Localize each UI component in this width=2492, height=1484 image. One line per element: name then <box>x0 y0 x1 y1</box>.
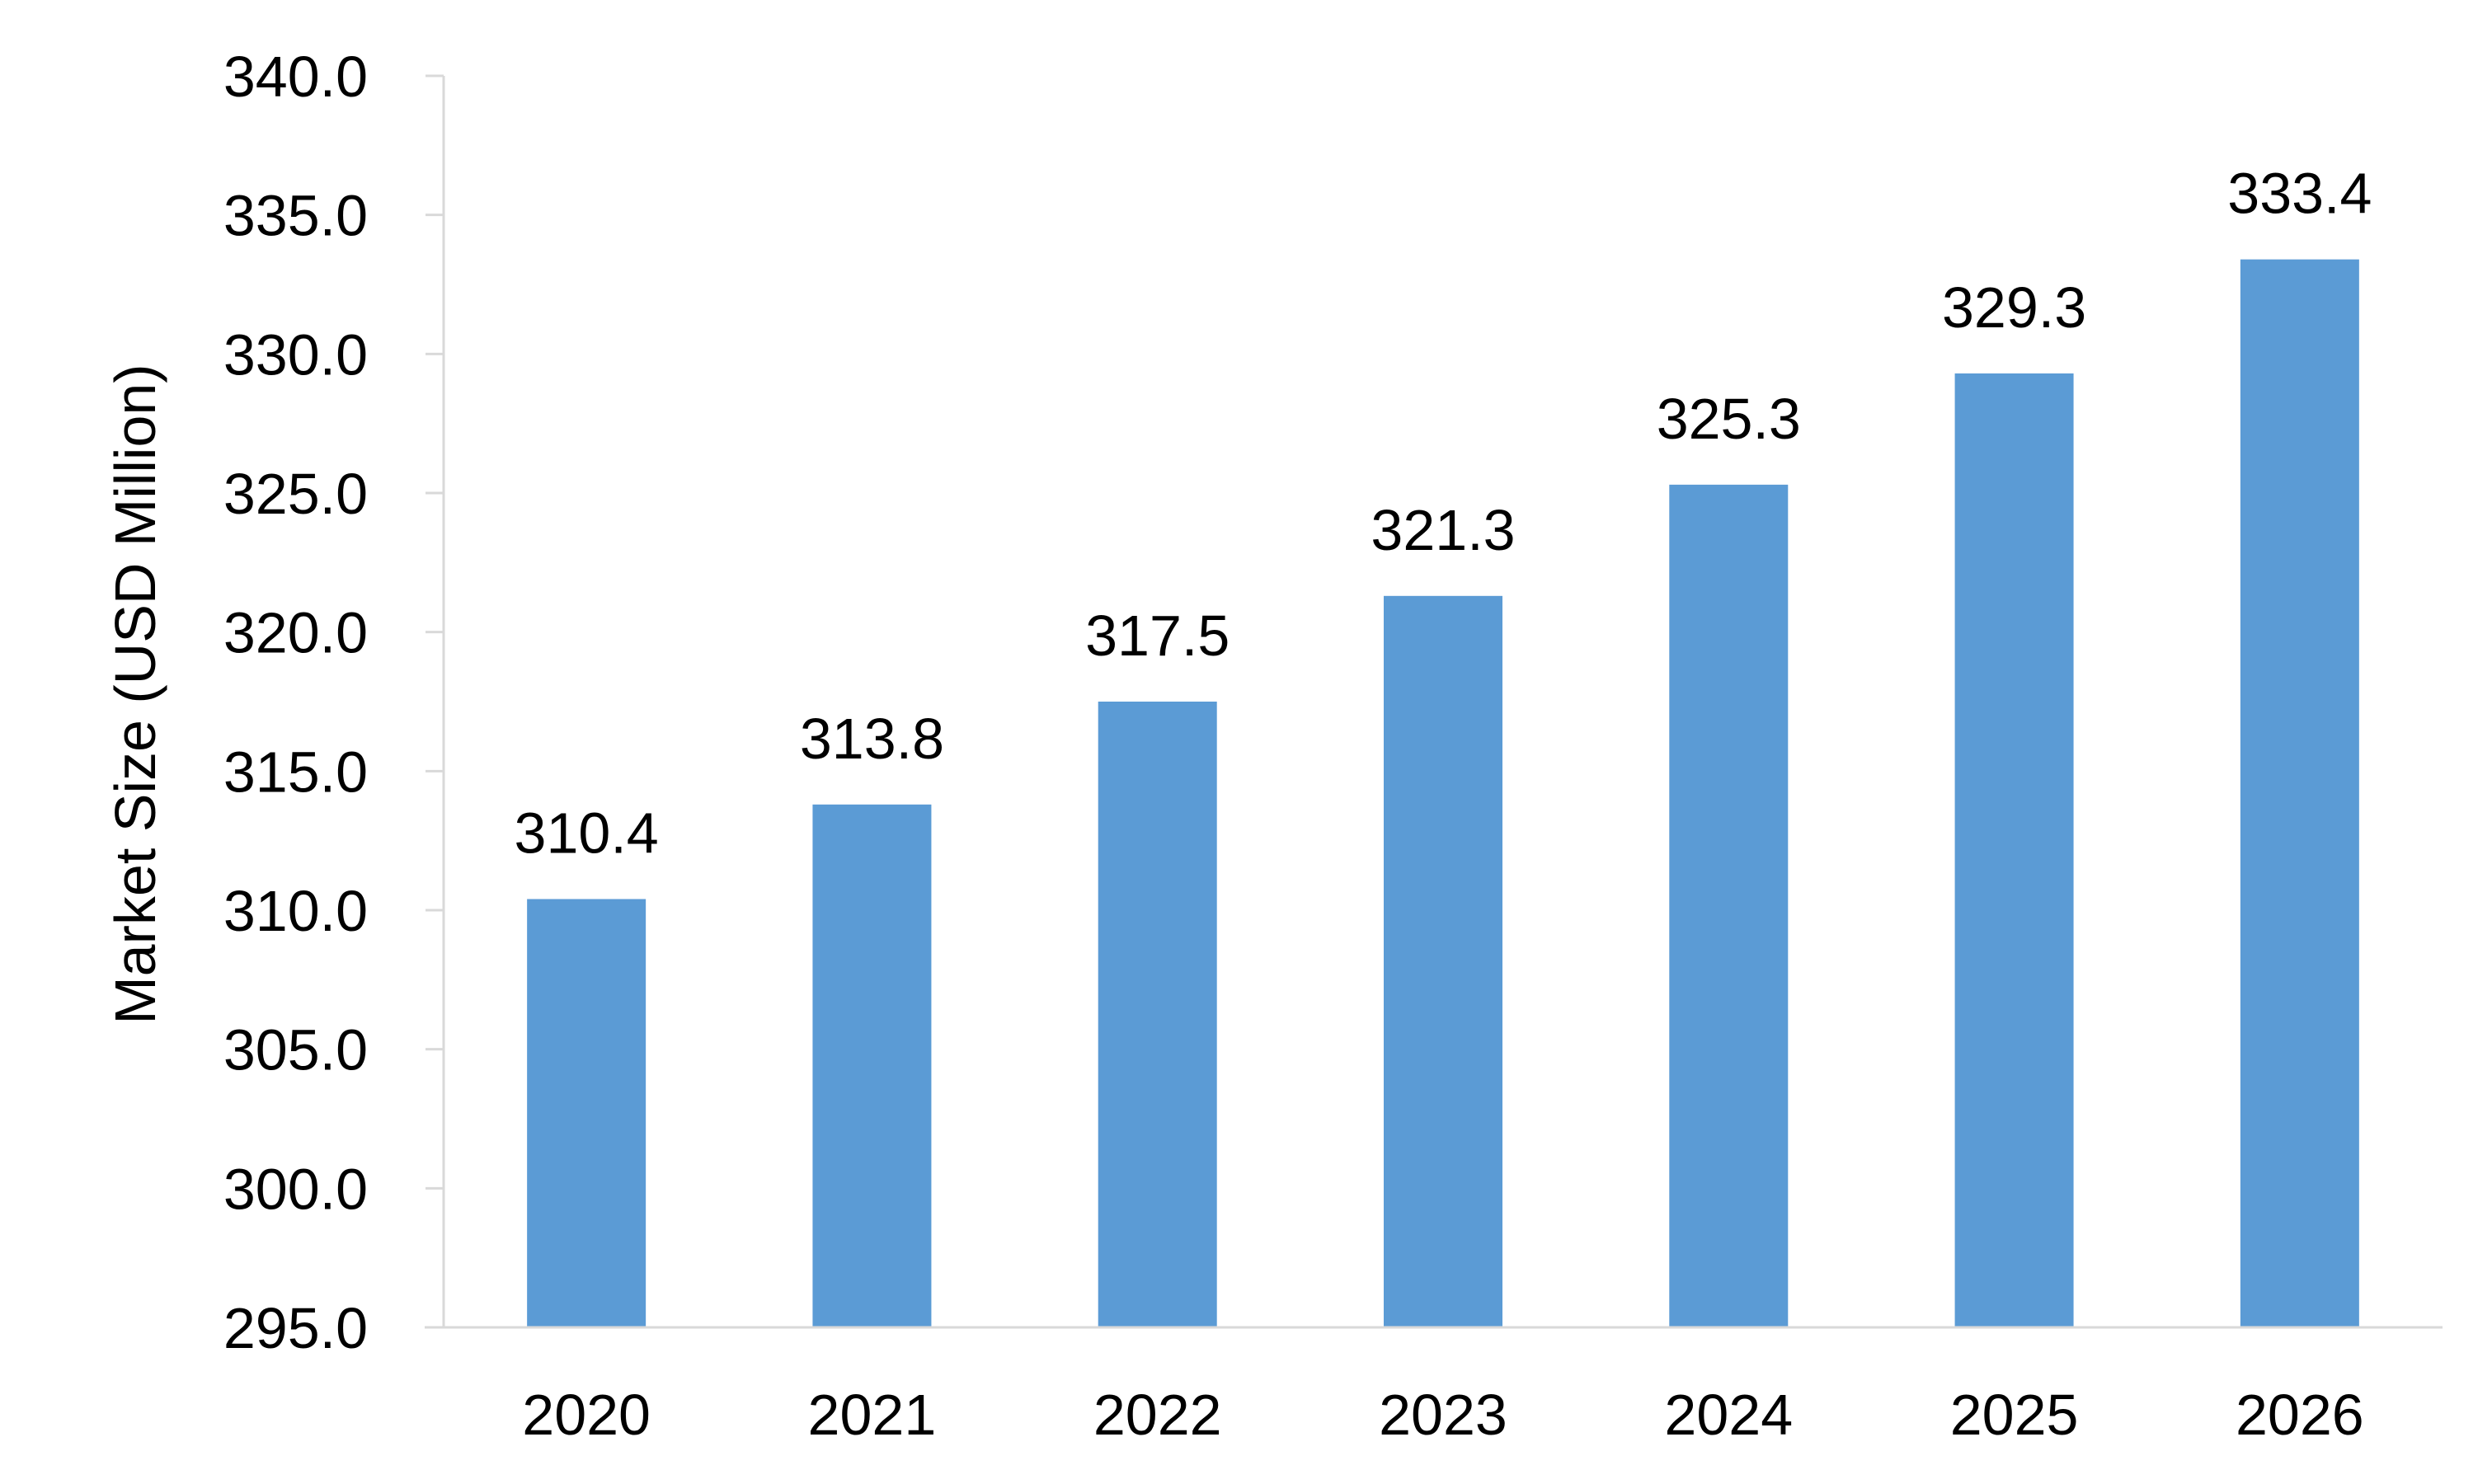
x-tick-label-2025: 2025 <box>1950 1383 2079 1447</box>
y-axis-title-group: Market Size (USD Million) <box>103 364 167 1024</box>
x-tick-label-2026: 2026 <box>2236 1383 2364 1447</box>
y-tick-label: 310.0 <box>223 879 368 943</box>
x-tick-label-2021: 2021 <box>808 1383 937 1447</box>
data-label-2021: 313.8 <box>800 707 944 771</box>
y-tick-label: 330.0 <box>223 322 368 387</box>
bars <box>527 259 2359 1327</box>
data-label-2023: 321.3 <box>1371 498 1515 562</box>
y-tick-label: 295.0 <box>223 1296 368 1360</box>
x-tick-label-2024: 2024 <box>1664 1383 1793 1447</box>
y-tick-label: 315.0 <box>223 740 368 804</box>
data-label-2025: 329.3 <box>1942 275 2086 340</box>
y-tick-label: 300.0 <box>223 1157 368 1221</box>
y-axis-title: Market Size (USD Million) <box>103 364 167 1024</box>
data-labels: 310.4 313.8 317.5 321.3 325.3 329.3 333.4 <box>515 162 2372 866</box>
bar-2023 <box>1384 595 1502 1327</box>
bar-2024 <box>1669 484 1789 1327</box>
y-tick-label: 325.0 <box>223 462 368 526</box>
x-tick-label-2023: 2023 <box>1379 1383 1507 1447</box>
x-tick-label-2020: 2020 <box>522 1383 651 1447</box>
bar-2022 <box>1098 702 1217 1327</box>
y-tick-label: 340.0 <box>223 45 368 109</box>
y-tick-label: 335.0 <box>223 184 368 248</box>
bar-2021 <box>812 804 932 1327</box>
x-axis-ticks: 2020 2021 2022 2023 2024 2025 2026 <box>522 1383 2363 1447</box>
y-tick-label: 320.0 <box>223 601 368 665</box>
data-label-2022: 317.5 <box>1085 603 1230 668</box>
bar-2020 <box>527 899 647 1327</box>
bar-2025 <box>1954 373 2074 1327</box>
data-label-2020: 310.4 <box>515 801 659 866</box>
bar-2026 <box>2240 259 2359 1327</box>
y-axis-ticks: 295.0 300.0 305.0 310.0 315.0 320.0 325.0 330.0… <box>223 45 444 1360</box>
data-label-2026: 333.4 <box>2227 162 2372 226</box>
x-tick-label-2022: 2022 <box>1093 1383 1222 1447</box>
data-label-2024: 325.3 <box>1657 387 1801 451</box>
y-tick-label: 305.0 <box>223 1018 368 1082</box>
